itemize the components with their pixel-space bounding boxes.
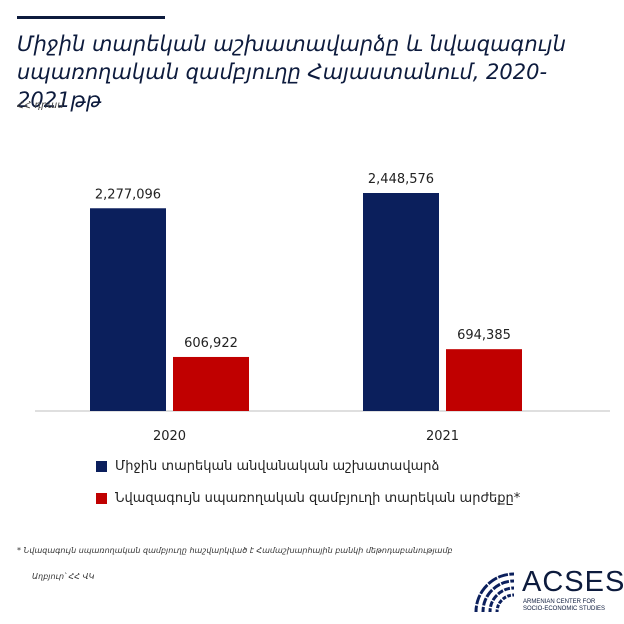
legend-label-basket: Նվազագույն սպառողական զամբյուղի տարեկան …	[115, 490, 521, 506]
x-tick-label-2021: 2021	[426, 429, 459, 444]
logo-emblem-icon	[472, 570, 518, 616]
legend-label-salary: Միջին տարեկան անվանական աշխատավարձ	[115, 458, 440, 474]
legend-item-basket: Նվազագույն սպառողական զամբյուղի տարեկան …	[96, 488, 520, 508]
logo-wordmark: ACSES	[522, 566, 624, 598]
bar-2021-series-1	[446, 349, 522, 411]
unit-label: ՀՀ դրամ	[17, 100, 64, 111]
logo-subtitle-line-2: SOCIO-ECONOMIC STUDIES	[523, 606, 606, 612]
source-note: Աղբյուր՝ ՀՀ ՎԿ	[32, 572, 95, 581]
acses-logo: ACSES ARMENIAN CENTER FOR SOCIO-ECONOMIC…	[472, 566, 624, 618]
bar-2021-series-0	[363, 193, 439, 411]
chart-title: Միջին տարեկան աշխատավարձը և նվազագույն ս…	[17, 30, 607, 114]
data-label-2021-series-1: 694,385	[457, 328, 511, 343]
bar-2020-series-0	[90, 208, 166, 411]
legend-swatch-salary	[96, 460, 107, 472]
title-line-2: սպառողական զամբյուղը Հայաստանում, 2020-2…	[17, 60, 548, 112]
legend-item-salary: Միջին տարեկան անվանական աշխատավարձ	[96, 456, 520, 476]
data-label-2021-series-0: 2,448,576	[368, 172, 434, 187]
data-label-2020-series-0: 2,277,096	[95, 187, 161, 202]
logo-subtitle-line-1: ARMENIAN CENTER FOR	[523, 599, 596, 605]
x-tick-label-2020: 2020	[153, 429, 186, 444]
footnote: * Նվազագույն սպառողական զամբյուղը հաշվար…	[17, 546, 453, 555]
top-rule	[17, 16, 165, 19]
legend: Միջին տարեկան անվանական աշխատավարձ Նվազա…	[96, 456, 520, 520]
bar-2020-series-1	[173, 356, 249, 411]
logo-subtitle: ARMENIAN CENTER FOR SOCIO-ECONOMIC STUDI…	[523, 599, 613, 613]
legend-swatch-basket	[96, 492, 107, 504]
bar-chart: 2,277,096 606,922 2020 2,448,576 694,385 2021	[35, 172, 610, 444]
title-line-1: Միջին տարեկան աշխատավարձը և նվազագույն	[17, 32, 566, 56]
data-label-2020-series-1: 606,922	[184, 336, 238, 351]
